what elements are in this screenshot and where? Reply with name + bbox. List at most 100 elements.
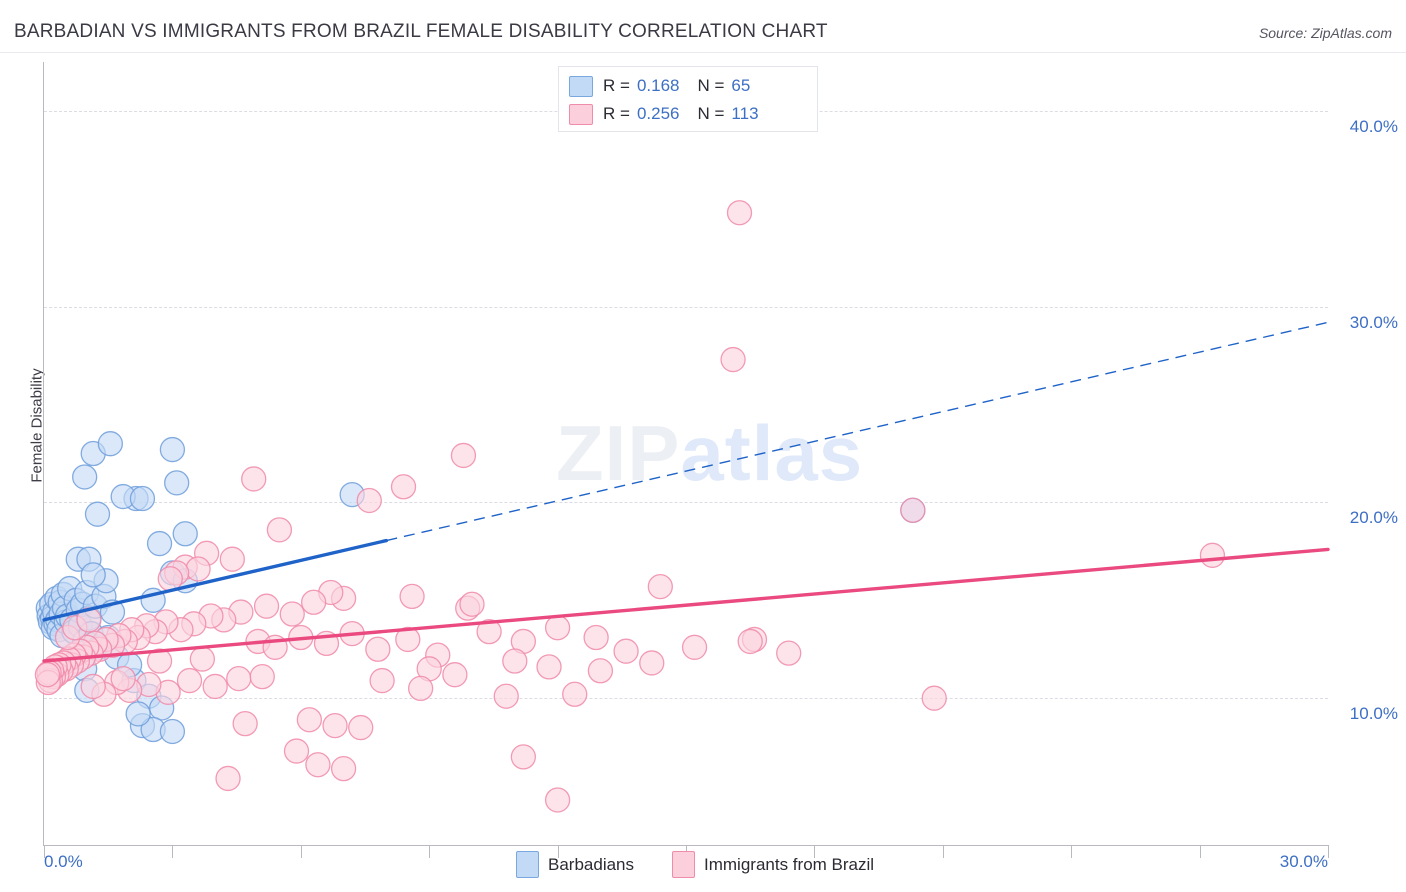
data-point	[172, 521, 198, 547]
x-axis-tick-0	[44, 845, 45, 858]
data-point	[129, 485, 156, 512]
stat-row-barbadians: R = 0.168 N = 65	[569, 72, 807, 100]
data-point	[72, 464, 98, 490]
data-point	[215, 765, 241, 792]
data-point	[266, 517, 293, 543]
data-point	[776, 640, 802, 666]
data-point	[348, 714, 374, 741]
gridline-y-300	[44, 306, 1328, 308]
data-point	[241, 466, 267, 492]
data-point	[305, 752, 331, 778]
data-point	[502, 648, 528, 674]
data-point	[125, 701, 151, 727]
data-point	[185, 556, 211, 582]
data-point	[562, 681, 588, 707]
gridline-y-100	[44, 698, 1328, 700]
data-point	[639, 650, 665, 676]
data-point	[189, 646, 216, 672]
data-point	[544, 615, 571, 641]
source-label: Source: ZipAtlas.com	[1258, 25, 1392, 41]
page-title: BARBADIAN VS IMMIGRANTS FROM BRAZIL FEMA…	[14, 21, 828, 42]
x-tick-label-min: 0.0%	[44, 852, 83, 871]
legend-label-barbadians: Barbadians	[548, 854, 635, 874]
data-point	[681, 634, 708, 660]
data-point	[146, 530, 173, 557]
data-point	[720, 346, 746, 373]
data-point	[164, 470, 190, 496]
data-point	[159, 436, 186, 463]
data-point	[330, 756, 357, 782]
y-tick-label-200: 20.0%	[1349, 508, 1398, 528]
y-tick-label-100: 10.0%	[1349, 704, 1398, 724]
y-axis-line	[43, 62, 44, 846]
data-point	[80, 673, 106, 700]
data-point	[726, 200, 753, 226]
trendline-solid-barbadians	[42, 538, 389, 622]
x-axis-tick-1	[172, 845, 174, 858]
stat-r-label-0: R =	[603, 76, 630, 95]
data-point	[84, 501, 111, 527]
data-point	[544, 787, 571, 813]
data-point	[300, 589, 327, 615]
data-point	[322, 712, 348, 739]
data-point	[369, 667, 395, 694]
x-tick-label-max: 30.0%	[1279, 852, 1328, 871]
plot-area	[34, 62, 1330, 845]
header-divider	[0, 52, 1406, 53]
trendline-dashed-barbadians	[386, 321, 1329, 542]
data-point	[249, 664, 275, 690]
x-axis-tick-3	[429, 845, 431, 858]
y-tick-label-400: 40.0%	[1349, 116, 1398, 136]
stat-r-value-1: 0.256	[636, 104, 680, 123]
data-point	[97, 431, 123, 457]
data-point	[80, 562, 106, 588]
data-point	[459, 591, 485, 617]
stat-n-label-0: N =	[697, 76, 725, 95]
legend-label-brazil: Immigrants from Brazil	[704, 854, 875, 874]
correlation-stats-box: R = 0.168 N = 65 R = 0.256 N = 113	[558, 66, 818, 132]
data-point	[226, 665, 252, 692]
data-point	[613, 638, 639, 664]
data-point	[356, 487, 382, 514]
data-point	[399, 583, 425, 610]
data-point	[159, 718, 186, 745]
data-point	[587, 658, 614, 684]
x-axis-tick-7	[942, 845, 944, 858]
data-point	[450, 442, 477, 469]
data-point	[253, 593, 280, 619]
x-axis-tick-2	[300, 845, 302, 858]
data-point	[232, 710, 258, 737]
series-points-immigrants-from-brazil	[34, 200, 1226, 813]
data-point	[219, 546, 245, 572]
data-point	[583, 624, 609, 651]
data-point	[407, 675, 434, 702]
data-point	[395, 626, 421, 653]
trendline-solid-immigrants-from-brazil	[42, 547, 1330, 663]
stat-r-value-0: 0.168	[636, 76, 680, 95]
data-point	[110, 665, 136, 692]
y-tick-label-300: 30.0%	[1349, 312, 1398, 332]
data-point	[510, 744, 537, 770]
data-point	[34, 662, 61, 688]
stat-swatch-brazil	[569, 103, 593, 125]
data-point	[921, 685, 947, 711]
data-point	[202, 673, 228, 700]
legend-item-barbadians[interactable]: Barbadians	[516, 851, 634, 878]
data-point	[536, 654, 562, 680]
legend-item-brazil[interactable]: Immigrants from Brazil	[672, 851, 874, 878]
data-point	[442, 662, 468, 688]
data-point	[476, 618, 502, 645]
data-point	[900, 497, 926, 523]
gridline-y-200	[44, 502, 1328, 504]
data-point	[493, 683, 519, 709]
data-point	[1199, 542, 1226, 568]
legend-swatch-barbadians	[516, 851, 539, 878]
x-axis-tick-9	[1199, 845, 1201, 858]
data-point	[737, 628, 763, 655]
series-legend: Barbadians Immigrants from Brazil	[516, 851, 912, 878]
data-point	[146, 648, 173, 674]
data-point	[647, 573, 673, 600]
x-axis-tick-8	[1071, 845, 1073, 858]
data-point	[296, 707, 323, 733]
legend-swatch-brazil	[672, 851, 696, 878]
